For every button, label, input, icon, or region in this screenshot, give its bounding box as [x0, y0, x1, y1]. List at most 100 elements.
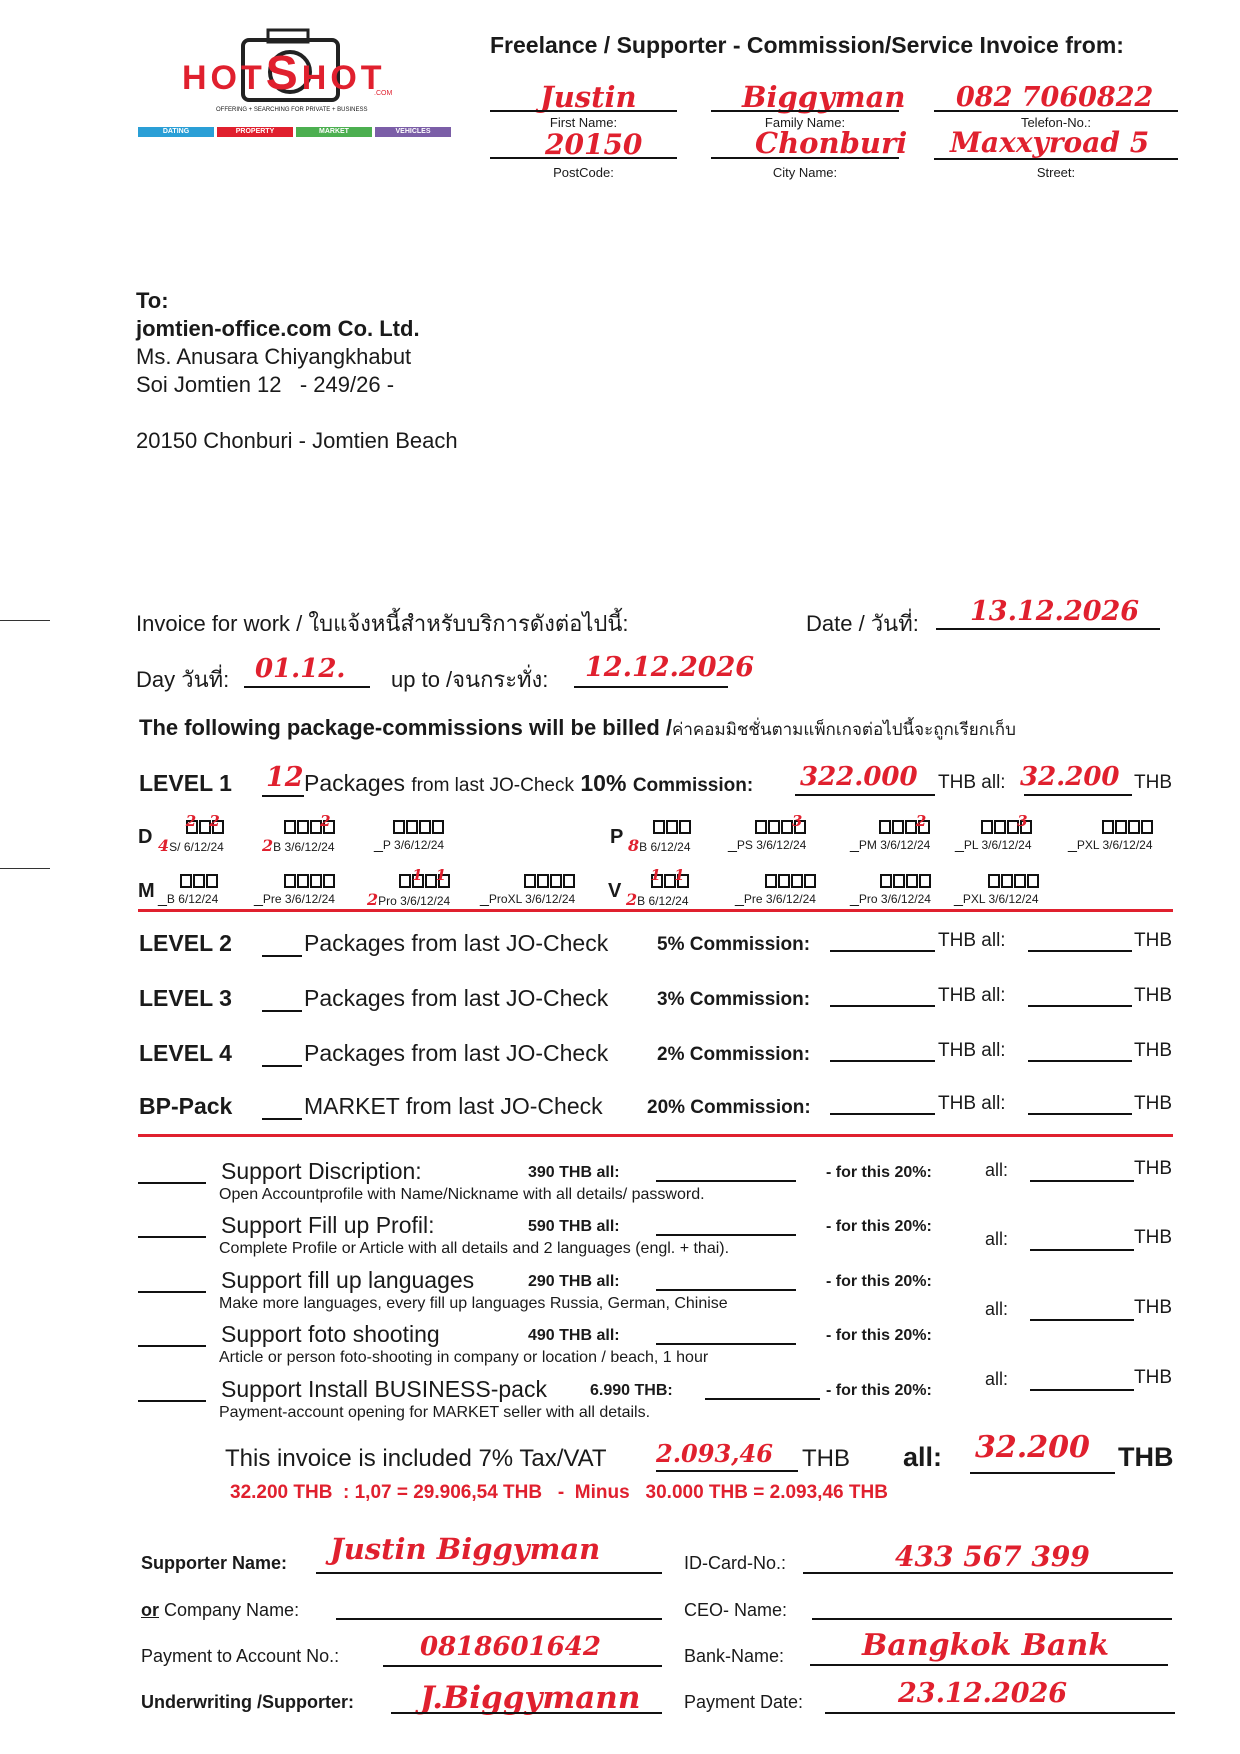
checkbox[interactable] [764, 874, 777, 888]
package-count[interactable]: _ [850, 890, 859, 907]
checkbox[interactable] [650, 874, 663, 888]
checkbox[interactable] [993, 820, 1006, 834]
account-value[interactable]: 0818601642 [420, 1632, 601, 1662]
checkbox[interactable] [198, 820, 211, 834]
checkbox-group[interactable] [158, 874, 219, 889]
checkbox[interactable] [322, 874, 335, 888]
checkbox-group[interactable]: 2 [262, 812, 335, 835]
level-count-field[interactable] [262, 955, 302, 957]
company-field[interactable] [336, 1618, 662, 1620]
checkbox[interactable] [892, 874, 905, 888]
checkbox[interactable] [987, 874, 1000, 888]
package-count[interactable]: 2 [367, 890, 379, 909]
package-option[interactable]: 3 _PL 3/6/12/24 [955, 812, 1032, 854]
package-count[interactable]: 2 [626, 890, 638, 909]
checkbox[interactable] [1006, 820, 1019, 834]
checkbox[interactable] [419, 820, 432, 834]
checkbox[interactable] [438, 874, 451, 888]
package-option[interactable]: _B 6/12/24 [158, 874, 219, 908]
package-option[interactable]: 3 _PS 3/6/12/24 [728, 812, 807, 854]
checkbox-group[interactable] [254, 874, 335, 889]
support-qty-field[interactable] [138, 1400, 206, 1402]
checkbox[interactable] [980, 820, 993, 834]
support-qty-field[interactable] [138, 1236, 206, 1238]
support-all-field[interactable] [656, 1234, 796, 1236]
id-value[interactable]: 433 567 399 [895, 1540, 1090, 1573]
checkbox-group[interactable] [1068, 820, 1153, 835]
checkbox[interactable] [206, 874, 219, 888]
support-all-field[interactable] [656, 1180, 796, 1182]
day-from[interactable]: 01.12. [255, 654, 346, 684]
paydate-value[interactable]: 23.12.2026 [898, 1678, 1068, 1709]
package-count[interactable]: _ [254, 890, 263, 907]
level1-commission[interactable]: 322.000 [800, 762, 918, 792]
level-commission-field[interactable] [830, 950, 935, 952]
checkbox[interactable] [1140, 820, 1153, 834]
package-option[interactable]: _ProXL 3/6/12/24 [480, 874, 576, 908]
support-qty-field[interactable] [138, 1345, 206, 1347]
checkbox[interactable] [892, 820, 905, 834]
checkbox[interactable] [794, 820, 807, 834]
level-count-field[interactable] [262, 1010, 302, 1012]
checkbox[interactable] [432, 820, 445, 834]
support-all-field[interactable] [656, 1289, 796, 1291]
support-result-field[interactable] [1030, 1249, 1134, 1251]
checkbox[interactable] [1114, 820, 1127, 834]
checkbox[interactable] [406, 820, 419, 834]
package-option[interactable]: _P 3/6/12/24 [374, 820, 445, 854]
checkbox[interactable] [1101, 820, 1114, 834]
checkbox[interactable] [393, 820, 406, 834]
checkbox-group[interactable] [628, 820, 691, 835]
package-count[interactable]: _ [850, 836, 859, 853]
checkbox[interactable] [790, 874, 803, 888]
checkbox[interactable] [879, 820, 892, 834]
checkbox-group[interactable] [480, 874, 576, 889]
checkbox-group[interactable]: 2 2 [158, 812, 224, 835]
checkbox[interactable] [1000, 874, 1013, 888]
checkbox[interactable] [563, 874, 576, 888]
support-qty-field[interactable] [138, 1291, 206, 1293]
level-all-field[interactable] [1028, 1060, 1132, 1062]
support-all-field[interactable] [705, 1398, 820, 1400]
package-count[interactable]: _ [1068, 836, 1077, 853]
checkbox[interactable] [803, 874, 816, 888]
checkbox[interactable] [663, 874, 676, 888]
checkbox-group[interactable] [850, 874, 931, 889]
package-count[interactable]: 2 [262, 836, 274, 855]
level-commission-field[interactable] [830, 1113, 935, 1115]
package-option[interactable]: 1 1 2Pro 3/6/12/24 [367, 866, 451, 909]
checkbox[interactable] [879, 874, 892, 888]
checkbox-group[interactable] [374, 820, 445, 835]
checkbox[interactable] [768, 820, 781, 834]
checkbox[interactable] [296, 874, 309, 888]
package-count[interactable]: _ [735, 890, 744, 907]
package-option[interactable]: _Pro 3/6/12/24 [850, 874, 931, 908]
checkbox-group[interactable]: 2 [850, 812, 931, 835]
checkbox[interactable] [1026, 874, 1039, 888]
checkbox[interactable] [918, 820, 931, 834]
level1-count[interactable]: 12 [266, 762, 304, 793]
package-count[interactable]: _ [728, 836, 737, 853]
checkbox[interactable] [905, 874, 918, 888]
checkbox[interactable] [777, 874, 790, 888]
package-count[interactable]: _ [955, 836, 964, 853]
checkbox[interactable] [1019, 820, 1032, 834]
level-all-field[interactable] [1028, 1005, 1132, 1007]
total-all[interactable]: 32.200 [975, 1430, 1090, 1465]
checkbox[interactable] [193, 874, 206, 888]
checkbox[interactable] [524, 874, 537, 888]
checkbox[interactable] [283, 874, 296, 888]
checkbox[interactable] [185, 820, 198, 834]
bank-value[interactable]: Bangkok Bank [862, 1628, 1110, 1663]
checkbox[interactable] [781, 820, 794, 834]
level-count-field[interactable] [262, 1065, 302, 1067]
checkbox-group[interactable]: 3 [728, 812, 807, 835]
support-result-field[interactable] [1030, 1389, 1134, 1391]
checkbox-group[interactable] [954, 874, 1039, 889]
package-count[interactable]: 4 [158, 836, 170, 855]
level-count-field[interactable] [262, 1118, 302, 1120]
checkbox[interactable] [283, 820, 296, 834]
checkbox[interactable] [399, 874, 412, 888]
day-to[interactable]: 12.12.2026 [585, 652, 755, 683]
ceo-field[interactable] [812, 1618, 1172, 1620]
